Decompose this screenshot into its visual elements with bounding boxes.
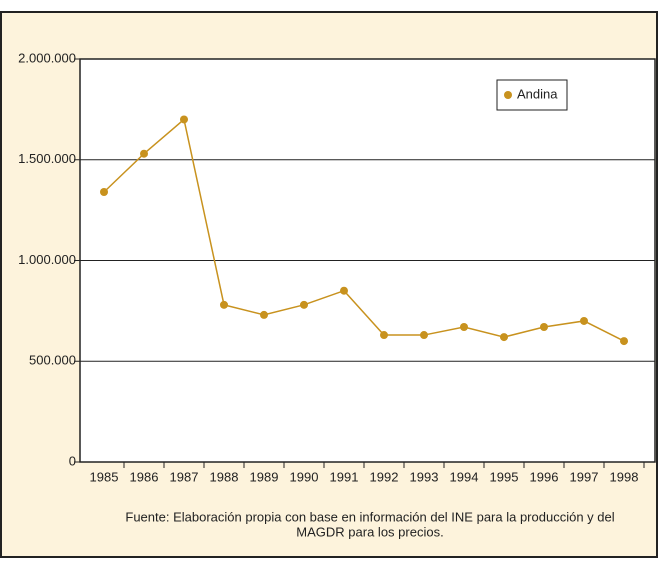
marker — [140, 149, 148, 158]
marker — [620, 337, 628, 346]
y-tick-label: 1.000.000 — [18, 252, 76, 267]
legend-marker — [504, 91, 512, 99]
x-tick-label: 1990 — [290, 469, 319, 484]
marker — [180, 115, 188, 124]
footnote: Fuente: Elaboración propia con base en i… — [125, 509, 614, 524]
marker — [220, 300, 228, 309]
x-tick-label: 1991 — [330, 469, 359, 484]
marker — [300, 300, 308, 309]
x-tick-label: 1998 — [610, 469, 639, 484]
y-tick-label: 500.000 — [29, 353, 76, 368]
x-tick-label: 1996 — [530, 469, 559, 484]
marker — [260, 310, 268, 319]
marker — [380, 331, 388, 340]
x-tick-label: 1988 — [210, 469, 239, 484]
marker — [540, 322, 548, 331]
marker — [460, 322, 468, 331]
x-tick-label: 1987 — [170, 469, 199, 484]
x-tick-label: 1993 — [410, 469, 439, 484]
marker — [500, 333, 508, 342]
y-tick-label: 1.500.000 — [18, 151, 76, 166]
x-tick-label: 1985 — [90, 469, 119, 484]
marker — [100, 187, 108, 196]
footnote: MAGDR para los precios. — [296, 524, 443, 539]
x-tick-label: 1997 — [570, 469, 599, 484]
legend-label: Andina — [517, 86, 558, 101]
x-tick-label: 1995 — [490, 469, 519, 484]
x-tick-label: 1994 — [450, 469, 479, 484]
x-tick-label: 1989 — [250, 469, 279, 484]
marker — [340, 286, 348, 295]
marker — [420, 331, 428, 340]
y-tick-label: 0 — [69, 453, 76, 468]
y-tick-label: 2.000.000 — [18, 50, 76, 65]
marker — [580, 316, 588, 325]
line — [103, 118, 625, 342]
x-tick-label: 1992 — [370, 469, 399, 484]
x-tick-label: 1986 — [130, 469, 159, 484]
